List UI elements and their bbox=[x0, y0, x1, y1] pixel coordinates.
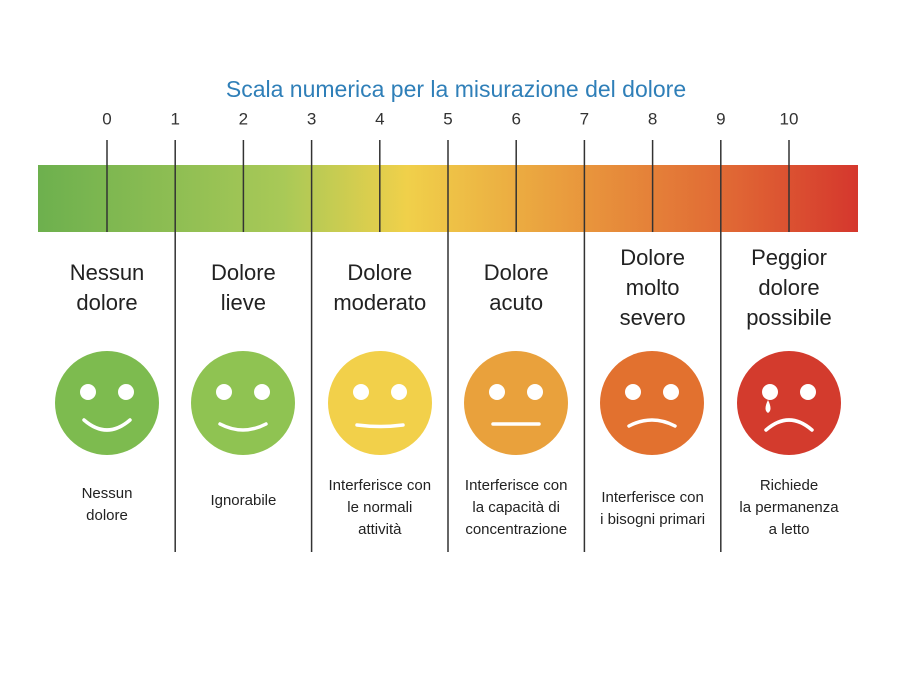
pain-description: Nessun bbox=[82, 485, 133, 502]
pain-heading: Dolore bbox=[620, 245, 685, 270]
pain-heading: acuto bbox=[489, 290, 543, 315]
face bbox=[328, 351, 432, 455]
scale-number: 6 bbox=[511, 109, 520, 128]
pain-heading: Dolore bbox=[211, 260, 276, 285]
pain-heading: dolore bbox=[76, 290, 137, 315]
pain-description: concentrazione bbox=[465, 521, 567, 538]
scale-number: 4 bbox=[375, 109, 384, 128]
pain-description: Interferisce con bbox=[465, 477, 568, 494]
pain-description: i bisogni primari bbox=[600, 511, 705, 528]
face bbox=[737, 351, 841, 455]
face bbox=[55, 351, 159, 455]
face bbox=[191, 351, 295, 455]
scale-number: 0 bbox=[102, 109, 111, 128]
face bbox=[600, 351, 704, 455]
scale-number: 8 bbox=[648, 109, 657, 128]
pain-heading: moderato bbox=[333, 290, 426, 315]
pain-heading: severo bbox=[620, 305, 686, 330]
scale-number: 10 bbox=[780, 109, 799, 128]
pain-description: a letto bbox=[769, 521, 810, 538]
face bbox=[464, 351, 568, 455]
pain-description: le normali bbox=[347, 499, 412, 516]
pain-description: dolore bbox=[86, 507, 128, 524]
pain-heading: dolore bbox=[758, 275, 819, 300]
pain-heading: molto bbox=[626, 275, 680, 300]
scale-number: 9 bbox=[716, 109, 725, 128]
title: Scala numerica per la misurazione del do… bbox=[226, 76, 686, 102]
pain-heading: Dolore bbox=[484, 260, 549, 285]
pain-description: Interferisce con bbox=[601, 489, 704, 506]
pain-heading: Peggior bbox=[751, 245, 827, 270]
pain-description: Richiede bbox=[760, 477, 818, 494]
faces bbox=[55, 351, 841, 455]
scale-number: 5 bbox=[443, 109, 452, 128]
pain-heading: possibile bbox=[746, 305, 832, 330]
pain-description: attività bbox=[358, 521, 402, 538]
pain-description: la capacità di bbox=[472, 499, 560, 516]
pain-description: Interferisce con bbox=[329, 477, 432, 494]
scale-number: 7 bbox=[580, 109, 589, 128]
scale-number: 2 bbox=[239, 109, 248, 128]
pain-heading: Nessun bbox=[70, 260, 145, 285]
pain-description: Ignorabile bbox=[210, 492, 276, 509]
pain-description: la permanenza bbox=[739, 499, 839, 516]
pain-heading: Dolore bbox=[347, 260, 412, 285]
pain-heading: lieve bbox=[221, 290, 266, 315]
scale-number: 3 bbox=[307, 109, 316, 128]
scale-number: 1 bbox=[170, 109, 179, 128]
